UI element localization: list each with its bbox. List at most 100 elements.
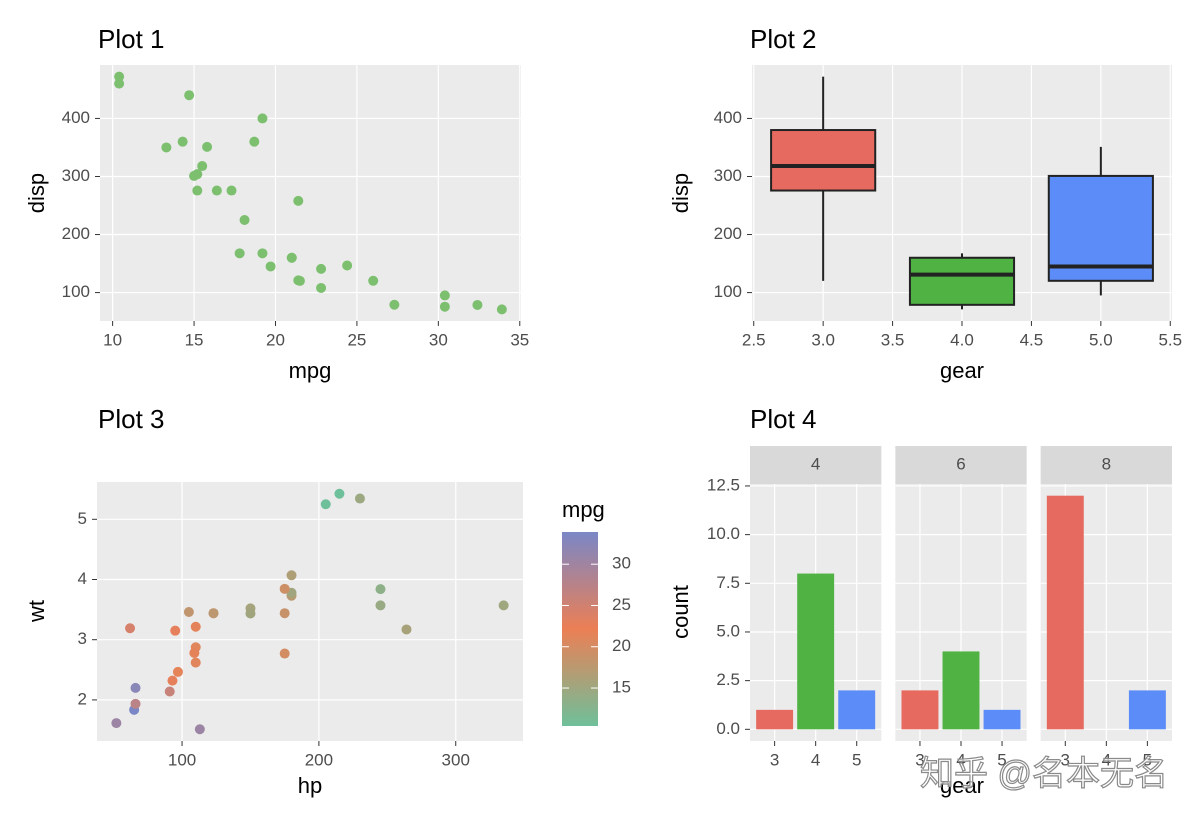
bar xyxy=(1046,495,1084,730)
point xyxy=(172,666,183,677)
y-tick-label: 200 xyxy=(714,224,742,243)
watermark: 知乎 @名本无名 xyxy=(920,755,1168,793)
x-tick-label: 15 xyxy=(185,330,204,349)
point xyxy=(177,136,188,147)
bar xyxy=(942,651,980,730)
point xyxy=(125,623,136,634)
point xyxy=(202,141,213,152)
y-tick-label: 400 xyxy=(714,108,742,127)
bar xyxy=(1128,690,1166,730)
bar xyxy=(901,690,939,730)
colorbar-label: 20 xyxy=(612,636,631,655)
y-tick-label: 200 xyxy=(62,224,90,243)
x-tick-label: 4.5 xyxy=(1020,330,1044,349)
x-tick-label: 5 xyxy=(1143,750,1152,769)
point xyxy=(114,78,125,89)
y-tick-label: 2 xyxy=(78,689,87,708)
y-axis-title: count xyxy=(668,585,693,639)
colorbar xyxy=(562,532,598,726)
point xyxy=(130,682,141,693)
y-tick-label: 100 xyxy=(714,282,742,301)
point xyxy=(208,608,219,619)
y-tick-label: 400 xyxy=(62,108,90,127)
point xyxy=(167,675,178,686)
point xyxy=(245,608,256,619)
point xyxy=(164,686,175,697)
y-tick-label: 5.0 xyxy=(716,621,740,640)
x-tick-label: 25 xyxy=(347,330,366,349)
x-tick-label: 4 xyxy=(956,750,965,769)
point xyxy=(194,724,205,735)
point xyxy=(375,584,386,595)
x-tick-label: 3.0 xyxy=(811,330,835,349)
chart-title: Plot 4 xyxy=(750,404,817,434)
point xyxy=(334,488,345,499)
point xyxy=(389,299,400,310)
y-axis-title: wt xyxy=(24,600,49,623)
point xyxy=(190,657,201,668)
x-tick-label: 4 xyxy=(811,750,820,769)
colorbar-label: 30 xyxy=(612,554,631,573)
x-tick-label: 35 xyxy=(510,330,529,349)
point xyxy=(279,648,290,659)
y-tick-label: 5 xyxy=(78,509,87,528)
point xyxy=(239,215,250,226)
x-tick-label: 2.5 xyxy=(742,330,766,349)
x-tick-label: 10 xyxy=(103,330,122,349)
point xyxy=(320,499,331,510)
strip-label: 8 xyxy=(1102,454,1111,473)
point xyxy=(161,142,172,153)
x-tick-label: 5 xyxy=(997,750,1006,769)
point xyxy=(114,71,125,82)
x-tick-label: 4 xyxy=(1102,750,1111,769)
box xyxy=(908,256,1016,306)
y-tick-label: 0.0 xyxy=(716,719,740,738)
y-tick-label: 3 xyxy=(78,629,87,648)
box xyxy=(770,129,877,192)
panel xyxy=(100,65,521,321)
point xyxy=(496,304,507,315)
point xyxy=(279,583,290,594)
x-tick-label: 100 xyxy=(168,750,196,769)
y-axis-title: disp xyxy=(24,173,49,213)
y-tick-label: 100 xyxy=(62,282,90,301)
point xyxy=(249,136,260,147)
strip xyxy=(750,446,882,484)
point xyxy=(472,299,483,310)
y-axis-title: disp xyxy=(668,173,693,213)
bar xyxy=(983,709,1021,730)
strip-label: 6 xyxy=(956,454,965,473)
point xyxy=(401,624,412,635)
point xyxy=(234,248,245,259)
strip xyxy=(895,446,1027,484)
y-tick-label: 10.0 xyxy=(707,524,740,543)
chart-title: Plot 1 xyxy=(98,24,165,54)
y-tick-label: 2.5 xyxy=(716,670,740,689)
point xyxy=(354,493,365,504)
y-tick-label: 300 xyxy=(714,166,742,185)
x-tick-label: 3 xyxy=(770,750,779,769)
x-tick-label: 20 xyxy=(266,330,285,349)
x-tick-label: 30 xyxy=(429,330,448,349)
point xyxy=(316,263,327,274)
point xyxy=(439,290,450,301)
point xyxy=(130,698,141,709)
strip-label: 4 xyxy=(811,454,820,473)
x-tick-label: 3 xyxy=(915,750,924,769)
x-tick-label: 4.0 xyxy=(950,330,974,349)
point xyxy=(170,625,181,636)
x-tick-label: 5 xyxy=(852,750,861,769)
point xyxy=(279,608,290,619)
point xyxy=(286,570,297,581)
x-tick-label: 3 xyxy=(1061,750,1070,769)
bar xyxy=(756,709,794,730)
x-tick-label: 200 xyxy=(305,750,333,769)
panel xyxy=(97,482,523,741)
y-tick-label: 300 xyxy=(62,166,90,185)
bar xyxy=(838,690,876,730)
point xyxy=(183,607,194,618)
x-axis-title: hp xyxy=(298,773,322,798)
point xyxy=(293,275,304,286)
x-tick-label: 3.5 xyxy=(881,330,905,349)
